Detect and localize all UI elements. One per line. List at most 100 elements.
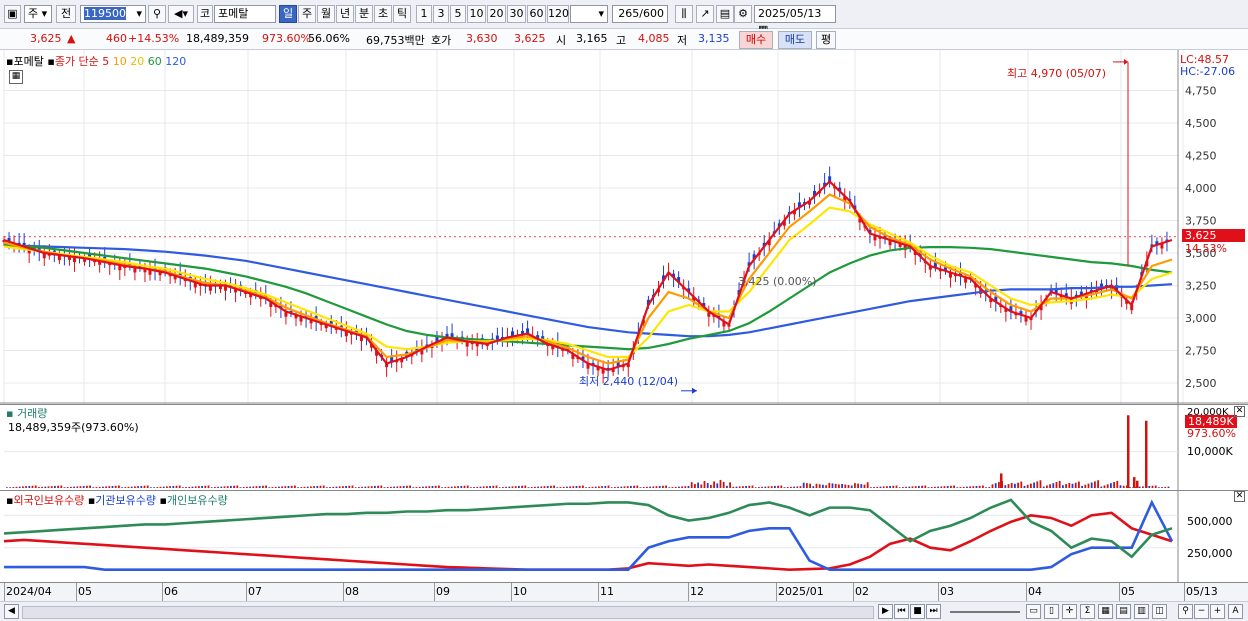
volume-bar <box>182 487 184 488</box>
price-tick-label: 4,500 <box>1185 117 1217 130</box>
period-tab-2[interactable]: 월 <box>317 5 335 23</box>
minute-tab-5[interactable]: 5 <box>450 5 466 23</box>
save-icon[interactable]: ▤ <box>716 5 734 23</box>
bar-count-field[interactable]: 265/600 <box>612 5 668 23</box>
stock-code-input[interactable]: 119500 ▾ <box>80 5 146 23</box>
volume-bar <box>726 485 728 488</box>
volume-bar <box>502 487 504 488</box>
volume-bar <box>418 486 421 488</box>
period-tab-5[interactable]: 초 <box>374 5 392 23</box>
holding-close-icon[interactable]: ✕ <box>1234 491 1245 502</box>
period-tab-4[interactable]: 분 <box>355 5 373 23</box>
volume-bar <box>364 486 367 488</box>
scroll-track[interactable] <box>22 606 874 619</box>
period-tab-1[interactable]: 주 <box>298 5 316 23</box>
period-tab-0[interactable]: 일 <box>279 5 297 23</box>
x-tick-label: 2024/04 <box>6 585 52 598</box>
minute-tab-10[interactable]: 10 <box>467 5 486 23</box>
volume-bar <box>486 486 488 488</box>
speaker-icon[interactable]: ◀▾ <box>168 5 194 23</box>
volume-chart[interactable] <box>0 404 1248 490</box>
skip-back-icon[interactable]: ⏮ <box>894 604 909 619</box>
minute-tab-60[interactable]: 60 <box>527 5 546 23</box>
candle-body <box>1155 241 1159 245</box>
candle-body <box>571 353 575 359</box>
period-tab-6[interactable]: 틱 <box>393 5 411 23</box>
layout-icon[interactable]: ▯ <box>1044 604 1059 619</box>
stock-name-field[interactable]: 포메탈 <box>214 5 276 23</box>
eval-button[interactable]: 평 <box>816 31 836 49</box>
minute-tab-120[interactable]: 120 <box>547 5 569 23</box>
volume-bar <box>441 487 443 488</box>
scroll-right-icon[interactable]: ▶ <box>878 604 893 619</box>
skip-forward-icon[interactable]: ⏭ <box>926 604 941 619</box>
candle-body <box>495 335 499 341</box>
minute-tab-1[interactable]: 1 <box>416 5 432 23</box>
zoom-out-icon[interactable]: − <box>1194 604 1209 619</box>
buy-button[interactable]: 매수 <box>739 31 773 49</box>
legend-square-icon: ▪ <box>6 494 14 507</box>
draw-tool-icon[interactable]: ↗ <box>696 5 714 23</box>
holding-chart[interactable] <box>0 490 1248 582</box>
minute-tab-20[interactable]: 20 <box>487 5 506 23</box>
market-select[interactable]: 주 ▾ <box>24 5 52 23</box>
volume-bar <box>34 485 37 488</box>
volume-bar <box>879 486 882 488</box>
volume-bar <box>390 486 392 488</box>
zoom-search-icon[interactable]: ⚲ <box>1178 604 1193 619</box>
window-icon[interactable]: ▭ <box>1026 604 1041 619</box>
price-change: 460 <box>106 32 127 45</box>
volume-bar <box>694 484 696 488</box>
candle-body <box>586 363 590 369</box>
bar-count-total: /600 <box>639 7 664 20</box>
price-chart[interactable]: 4,750 4,500 4,250 4,000 3,750 3,500 3,250 3,000… <box>0 50 1248 404</box>
candle-style-icon[interactable]: ⫼ <box>675 5 693 23</box>
volume-bar <box>409 485 411 488</box>
candle-body <box>948 272 952 278</box>
volume-bar <box>774 485 776 488</box>
stop-icon[interactable]: ■ <box>910 604 925 619</box>
volume-bar <box>470 487 472 488</box>
volume-close-icon[interactable]: ✕ <box>1234 406 1245 417</box>
volume-bar <box>431 485 434 488</box>
calculator-icon[interactable]: ▦ <box>9 70 23 84</box>
date-field[interactable]: 2025/05/13 ▦ <box>754 5 836 36</box>
candle-body <box>858 217 862 223</box>
x-tick-label: 08 <box>345 585 359 598</box>
volume-bar <box>844 484 847 488</box>
zoom-in-icon[interactable]: + <box>1210 604 1225 619</box>
volume-bar <box>1039 480 1042 488</box>
volume-bar <box>399 486 402 488</box>
table-icon[interactable]: ▤ <box>1116 604 1131 619</box>
volume-bar <box>370 486 373 488</box>
volume-bar <box>271 487 274 488</box>
minute-tab-30[interactable]: 30 <box>507 5 526 23</box>
scroll-left-icon[interactable]: ◀ <box>4 604 19 619</box>
zoom-slider[interactable] <box>950 611 1020 613</box>
toolbar: ▣ 주 ▾ 전 119500 ▾ ⚲ ◀▾ 코 포메탈 ▾ 265/600 ⫼ ↗… <box>0 0 1248 36</box>
settings-gear-icon[interactable]: ⚙ <box>734 5 752 23</box>
sum-icon[interactable]: Σ <box>1080 604 1095 619</box>
grid-icon[interactable]: ▦ <box>1098 604 1113 619</box>
compare-icon[interactable]: ◫ <box>1152 604 1167 619</box>
candle-body <box>722 321 726 327</box>
search-icon[interactable]: ⚲ <box>148 5 166 23</box>
volume-bar <box>492 485 495 488</box>
prev-button[interactable]: 전 <box>56 5 76 23</box>
font-size-icon[interactable]: A <box>1228 604 1243 619</box>
volume-bar <box>857 483 859 488</box>
candle-body <box>717 314 721 318</box>
crosshair-icon[interactable]: ✛ <box>1062 604 1077 619</box>
volume-bar <box>114 485 117 488</box>
chart-icon[interactable]: ▥ <box>1134 604 1149 619</box>
minute-tab-3[interactable]: 3 <box>433 5 449 23</box>
sell-button[interactable]: 매도 <box>778 31 812 49</box>
volume-bar <box>12 487 15 488</box>
window-menu-icon[interactable]: ▣ <box>4 5 21 23</box>
ma120-legend: 120 <box>165 55 187 68</box>
candle-body <box>823 182 827 187</box>
interval-select[interactable]: ▾ <box>570 5 608 23</box>
period-tab-3[interactable]: 년 <box>336 5 354 23</box>
candle-body <box>299 316 303 322</box>
volume-bar <box>962 486 965 488</box>
